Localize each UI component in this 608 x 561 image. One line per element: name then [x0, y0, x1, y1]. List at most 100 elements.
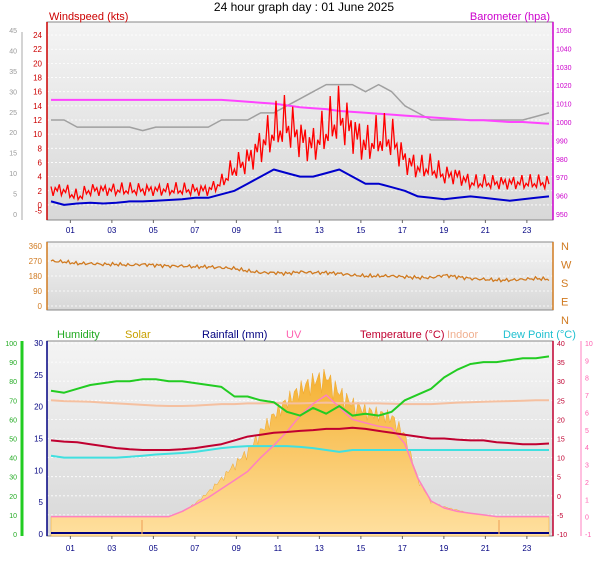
compass-label: W: [561, 260, 572, 272]
windspeed-axis-title: Windspeed (kts): [49, 11, 128, 23]
wind-x-tick-label: 23: [522, 226, 531, 235]
direction-series: [50, 258, 550, 283]
rain-tick-label: 10: [34, 466, 43, 475]
outer-scale-tick-label: 45: [9, 28, 17, 35]
temperature-tick-label: 0: [557, 494, 561, 501]
humidity-tick-label: 40: [9, 456, 17, 463]
humidity-tick-label: 90: [9, 360, 17, 367]
outer-scale-tick-label: 20: [9, 130, 17, 137]
windspeed-tick-label: 6: [38, 158, 43, 167]
uv-tick-label: 3: [585, 463, 589, 470]
temperature-tick-label: 15: [557, 437, 565, 444]
wind-x-tick-label: 17: [398, 226, 407, 235]
thermo-x-tick-label: 09: [232, 544, 241, 553]
thermo-x-tick-label: 17: [398, 544, 407, 553]
thermo-x-tick-label: 05: [149, 544, 158, 553]
outer-scale-tick-label: 25: [9, 110, 17, 117]
outer-scale-tick-label: 15: [9, 151, 17, 158]
wind-x-tick-label: 13: [315, 226, 324, 235]
direction-tick-label: 360: [29, 242, 43, 251]
wind-x-tick-label: 15: [356, 226, 365, 235]
direction-tick-label: 0: [38, 302, 43, 311]
thermo-legend: Humidity Solar Rainfall (mm) UV Temperature …: [57, 329, 576, 341]
barometer-tick-label: 1030: [556, 65, 572, 72]
thermo-x-tick-label: 07: [190, 544, 199, 553]
legend-indoor: Indoor: [447, 329, 479, 341]
windspeed-tick-label: -5: [35, 207, 43, 216]
rain-tick-label: 20: [34, 403, 43, 412]
outer-scale-tick-label: 5: [13, 192, 17, 199]
outer-scale-tick-label: 10: [9, 171, 17, 178]
windspeed-tick-label: 2: [38, 187, 43, 196]
outer-scale-tick-label: 0: [13, 212, 17, 219]
rain-tick-label: 25: [34, 371, 43, 380]
thermo-x-tick-label: 01: [66, 544, 75, 553]
barometer-tick-label: 980: [556, 157, 568, 164]
windspeed-tick-label: 10: [33, 130, 42, 139]
thermo-x-tick-label: 19: [439, 544, 448, 553]
wind-x-tick-label: 03: [107, 226, 116, 235]
wind-x-tick-label: 11: [274, 226, 283, 235]
average-wind-series: [50, 168, 550, 206]
temperature-tick-label: 5: [557, 475, 561, 482]
windspeed-tick-label: 18: [33, 74, 42, 83]
gust-series: [50, 85, 550, 202]
legend-dew: Dew Point (°C): [503, 329, 576, 341]
wind-x-ticks: 01 03 05 07 09 11 13 15 17 19 21 23: [66, 220, 532, 235]
outer-scale-tick-label: 30: [9, 89, 17, 96]
wind-x-tick-label: 05: [149, 226, 158, 235]
rain-tick-label: 15: [34, 435, 43, 444]
uv-tick-label: 9: [585, 358, 589, 365]
humidity-tick-label: 10: [9, 513, 17, 520]
barometer-tick-label: 1050: [556, 28, 572, 35]
temperature-tick-label: -10: [557, 532, 567, 539]
humidity-tick-label: 30: [9, 475, 17, 482]
legend-solar: Solar: [125, 329, 151, 341]
humidity-series: [50, 355, 550, 417]
barometer-tick-label: 1000: [556, 120, 572, 127]
thermo-axes: 0102030405060708090100051015202530-10-50…: [5, 339, 593, 539]
compass-label: N: [561, 241, 569, 253]
windspeed-tick-label: 8: [38, 144, 43, 153]
legend-uv: UV: [286, 329, 302, 341]
wind-direction-series: [50, 258, 550, 283]
windspeed-tick-label: 22: [33, 45, 42, 54]
barometer-tick-label: 950: [556, 212, 568, 219]
barometer-axis-title: Barometer (hpa): [470, 11, 550, 23]
barometer-tick-label: 1010: [556, 102, 572, 109]
uv-tick-label: 10: [585, 341, 593, 348]
wind-x-tick-label: 09: [232, 226, 241, 235]
barometer-tick-label: 960: [556, 194, 568, 201]
windspeed-tick-label: 24: [33, 31, 42, 40]
compass-label: N: [561, 315, 569, 327]
barometer-series: [51, 98, 550, 125]
temperature-tick-label: 10: [557, 456, 565, 463]
humidity-tick-label: 50: [9, 437, 17, 444]
humidity-tick-label: 100: [5, 341, 17, 348]
thermo-series: [50, 355, 550, 537]
windspeed-tick-label: 14: [33, 102, 42, 111]
windspeed-tick-label: 20: [33, 59, 42, 68]
wind-axes: 051015202530354045-502468101214161820222…: [9, 22, 572, 220]
outer-scale-tick-label: 40: [9, 48, 17, 55]
temperature-tick-label: 35: [557, 360, 565, 367]
uv-tick-label: 6: [585, 410, 589, 417]
direction-gridlines: [47, 245, 553, 307]
thermo-x-tick-label: 11: [274, 544, 283, 553]
temperature-tick-label: 30: [557, 379, 565, 386]
humidity-tick-label: 70: [9, 398, 17, 405]
thermo-x-ticks: 01 03 05 07 09 11 13 15 17 19 21 23: [66, 536, 532, 553]
humidity-tick-label: 80: [9, 379, 17, 386]
temperature-tick-label: -5: [557, 513, 563, 520]
temperature-series: [50, 426, 550, 451]
wind-x-tick-label: 07: [190, 226, 199, 235]
rain-tick-label: 30: [34, 339, 43, 348]
windspeed-tick-label: 16: [33, 88, 42, 97]
thermo-x-tick-label: 03: [107, 544, 116, 553]
thermo-x-tick-label: 21: [481, 544, 490, 553]
uv-tick-label: 1: [585, 497, 589, 504]
indoor-series: [50, 399, 549, 407]
barometer-tick-label: 990: [556, 138, 568, 145]
